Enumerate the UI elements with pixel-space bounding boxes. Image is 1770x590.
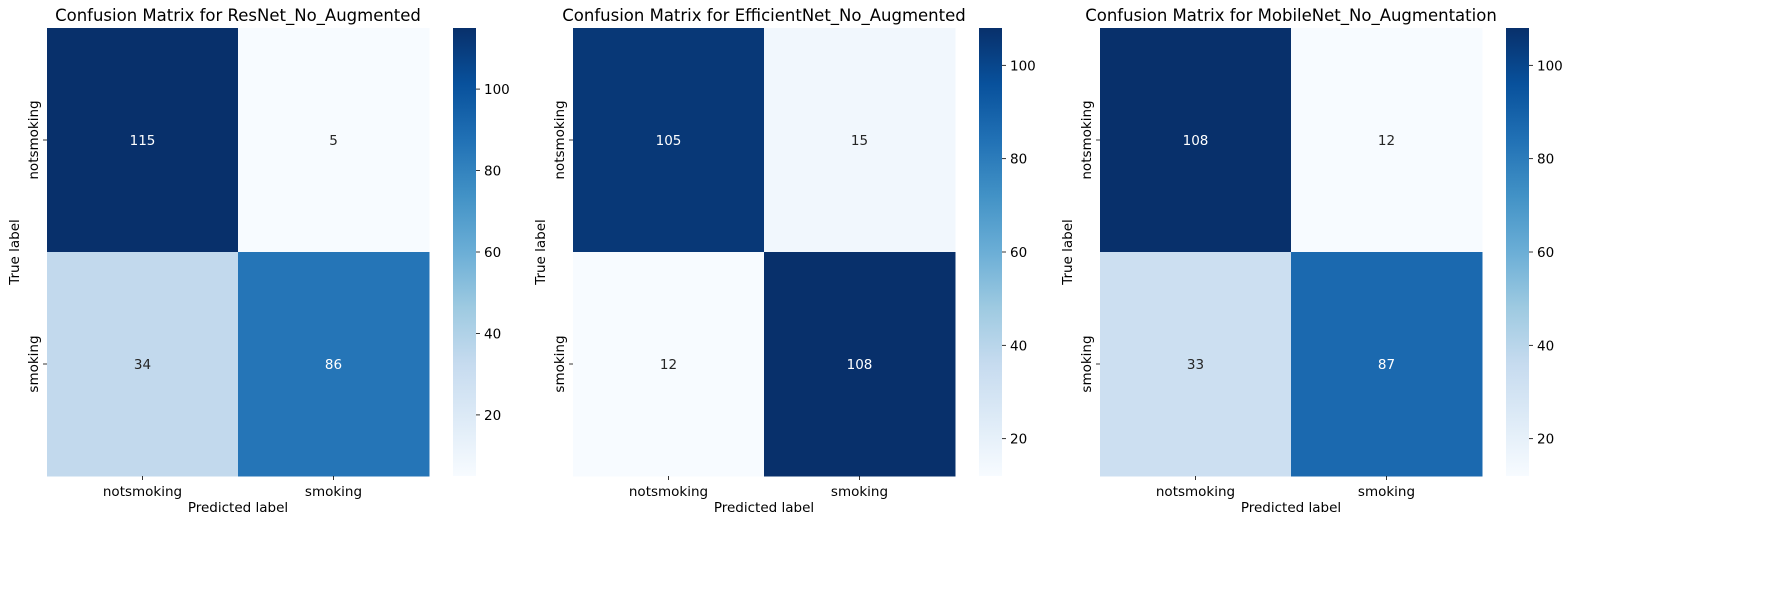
confusion-matrix-panel: Confusion Matrix for ResNet_No_Augmented…: [7, 6, 510, 516]
x-tick-label: smoking: [305, 484, 362, 500]
x-axis-label: Predicted label: [1241, 500, 1341, 516]
cell-value-label: 5: [329, 133, 338, 149]
x-tick-label: smoking: [831, 484, 888, 500]
cell-value-label: 33: [1187, 357, 1204, 373]
x-tick-label: notsmoking: [103, 484, 182, 500]
cell-value-label: 115: [130, 133, 156, 149]
cell-value-label: 108: [847, 357, 873, 373]
confusion-matrix-panel: Confusion Matrix for EfficientNet_No_Aug…: [533, 6, 1036, 516]
y-tick-label: notsmoking: [26, 100, 42, 179]
y-tick-label: notsmoking: [552, 100, 568, 179]
cell-value-label: 108: [1183, 133, 1209, 149]
confusion-matrix-panel: Confusion Matrix for MobileNet_No_Augmen…: [1060, 6, 1563, 516]
x-axis-label: Predicted label: [188, 500, 288, 516]
heatmap-cell: [1291, 28, 1483, 253]
colorbar-tick-label: 100: [1537, 58, 1563, 74]
cell-value-label: 86: [325, 357, 342, 373]
colorbar-tick-label: 100: [1010, 58, 1036, 74]
cell-value-label: 12: [1378, 133, 1395, 149]
y-tick-label: smoking: [1079, 335, 1095, 392]
y-axis-label: True label: [7, 219, 23, 286]
x-tick-label: notsmoking: [1156, 484, 1235, 500]
x-tick-label: smoking: [1358, 484, 1415, 500]
colorbar-tick-label: 20: [1010, 432, 1027, 448]
cell-value-label: 87: [1378, 357, 1395, 373]
heatmap-cell: [1291, 252, 1483, 477]
colorbar-tick-label: 60: [484, 245, 501, 261]
cell-value-label: 15: [851, 133, 868, 149]
cell-value-label: 34: [134, 357, 151, 373]
chart-title: Confusion Matrix for MobileNet_No_Augmen…: [1085, 6, 1497, 26]
colorbar: [453, 28, 476, 476]
colorbar-tick-label: 60: [1537, 245, 1554, 261]
colorbar-tick-label: 20: [1537, 432, 1554, 448]
heatmap-cell: [1100, 28, 1292, 253]
heatmap-cell: [764, 28, 956, 253]
heatmap-cell: [238, 28, 430, 253]
heatmap-cell: [764, 252, 956, 477]
y-axis-label: True label: [533, 219, 549, 286]
y-tick-label: smoking: [552, 335, 568, 392]
heatmap-cell: [47, 252, 239, 477]
cell-value-label: 105: [656, 133, 682, 149]
x-axis-label: Predicted label: [714, 500, 814, 516]
colorbar-tick-label: 100: [484, 82, 510, 98]
heatmap-cell: [1100, 252, 1292, 477]
colorbar-tick-label: 80: [1537, 152, 1554, 168]
colorbar-tick-label: 80: [1010, 152, 1027, 168]
chart-title: Confusion Matrix for ResNet_No_Augmented: [55, 6, 421, 26]
colorbar-tick-label: 20: [484, 408, 501, 424]
heatmap-cell: [238, 252, 430, 477]
colorbar: [979, 28, 1002, 476]
colorbar-tick-label: 60: [1010, 245, 1027, 261]
colorbar-tick-label: 40: [1537, 338, 1554, 354]
y-axis-label: True label: [1060, 219, 1076, 286]
colorbar-tick-label: 40: [484, 326, 501, 342]
heatmap-cell: [47, 28, 239, 253]
y-tick-label: notsmoking: [1079, 100, 1095, 179]
y-tick-label: smoking: [26, 335, 42, 392]
heatmap-cell: [573, 252, 765, 477]
chart-title: Confusion Matrix for EfficientNet_No_Aug…: [562, 6, 965, 26]
colorbar-tick-label: 40: [1010, 338, 1027, 354]
colorbar-tick-label: 80: [484, 164, 501, 180]
x-tick-label: notsmoking: [629, 484, 708, 500]
heatmap-cell: [573, 28, 765, 253]
cell-value-label: 12: [660, 357, 677, 373]
colorbar: [1506, 28, 1529, 476]
